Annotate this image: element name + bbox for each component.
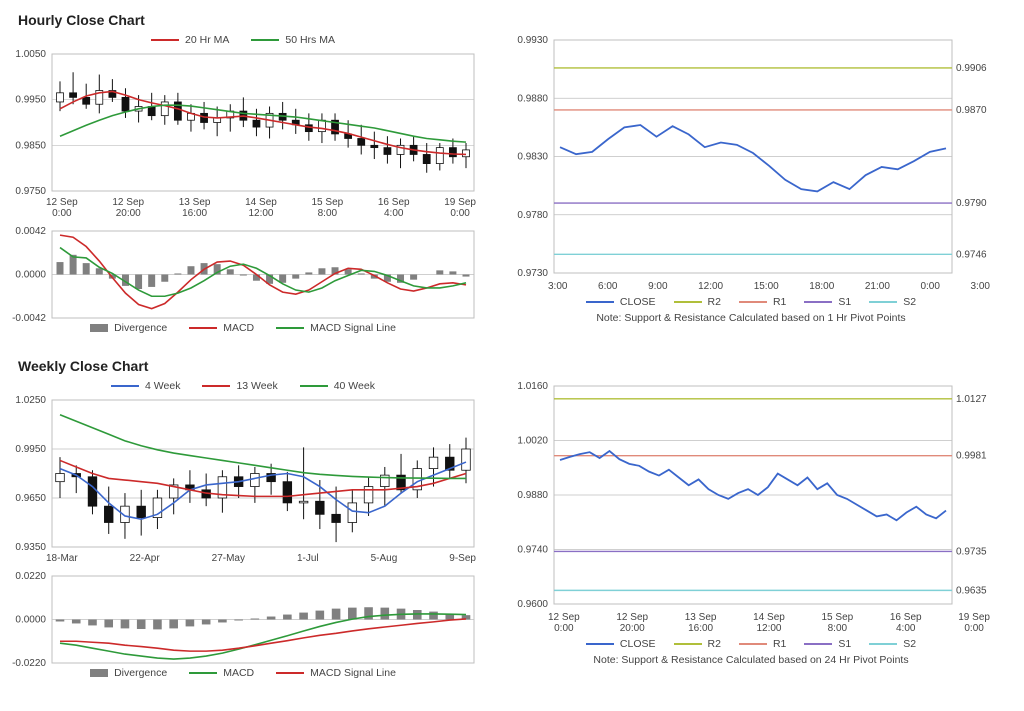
svg-text:0.9650: 0.9650 (15, 493, 46, 504)
legend-label: 4 Week (145, 380, 180, 392)
weekly-sr-chart: 0.9600 0.9740 0.9880 1.0020 1.0160 1.0127 0.99… (506, 380, 996, 610)
legend-label: 13 Week (236, 380, 277, 392)
svg-text:0.0220: 0.0220 (15, 572, 46, 582)
svg-text:0.9930: 0.9930 (517, 35, 548, 46)
svg-text:-0.0220: -0.0220 (12, 658, 46, 667)
svg-text:0.9950: 0.9950 (15, 95, 46, 106)
hourly-sr-legend: CLOSER2R1S1S2 (506, 296, 996, 308)
svg-text:0.9880: 0.9880 (517, 93, 548, 104)
legend-label: 50 Hrs MA (285, 34, 335, 46)
svg-text:0.9830: 0.9830 (517, 152, 548, 163)
hourly-title: Hourly Close Chart (18, 12, 1020, 28)
svg-text:0.9870: 0.9870 (956, 105, 987, 116)
hourly-macd-legend: DivergenceMACDMACD Signal Line (4, 322, 482, 334)
svg-text:0.9880: 0.9880 (517, 490, 548, 501)
svg-text:0.9950: 0.9950 (15, 444, 46, 455)
hourly-sr-xlabels: 3:006:009:0012:0015:0018:0021:000:003:00 (506, 279, 996, 292)
svg-text:0.9740: 0.9740 (517, 545, 548, 556)
svg-text:0.9730: 0.9730 (517, 268, 548, 279)
hourly-section: Hourly Close Chart 20 Hr MA 50 Hrs MA 0.… (4, 12, 1020, 338)
weekly-section: Weekly Close Chart 4 Week 13 Week 40 Wee… (4, 358, 1020, 683)
weekly-sr-legend: CLOSER2R1S1S2 (506, 638, 996, 650)
svg-text:0.9600: 0.9600 (517, 599, 548, 610)
legend-label: 40 Week (334, 380, 375, 392)
svg-text:0.9906: 0.9906 (956, 63, 987, 74)
svg-text:0.0000: 0.0000 (15, 270, 46, 281)
svg-text:0.9735: 0.9735 (956, 546, 987, 557)
weekly-sr-xlabels: 12 Sep0:0012 Sep20:0013 Sep16:0014 Sep12… (506, 610, 996, 634)
svg-text:1.0250: 1.0250 (15, 396, 46, 406)
svg-text:1.0050: 1.0050 (15, 50, 46, 60)
hourly-price-xlabels: 12 Sep0:0012 Sep20:0013 Sep16:0014 Sep12… (4, 195, 482, 219)
weekly-sr-note: Note: Support & Resistance Calculated ba… (506, 654, 996, 666)
svg-text:1.0160: 1.0160 (517, 381, 548, 392)
hourly-sr-chart: 0.9730 0.9780 0.9830 0.9880 0.9930 0.9906 0.98… (506, 34, 996, 279)
hourly-price-chart: 0.9750 0.9850 0.9950 1.0050 (4, 50, 482, 195)
svg-text:0.9750: 0.9750 (15, 186, 46, 195)
svg-text:0.9981: 0.9981 (956, 451, 987, 462)
svg-text:0.9635: 0.9635 (956, 585, 987, 596)
weekly-price-chart: 0.9350 0.9650 0.9950 1.0250 (4, 396, 482, 551)
weekly-macd-chart: -0.0220 0.0000 0.0220 (4, 572, 482, 667)
svg-text:0.9790: 0.9790 (956, 198, 987, 209)
legend-label: 20 Hr MA (185, 34, 229, 46)
weekly-title: Weekly Close Chart (18, 358, 1020, 374)
hourly-price-legend: 20 Hr MA 50 Hrs MA (4, 34, 482, 46)
svg-text:-0.0042: -0.0042 (12, 313, 46, 322)
svg-text:1.0020: 1.0020 (517, 436, 548, 447)
svg-text:1.0127: 1.0127 (956, 394, 987, 405)
weekly-price-legend: 4 Week 13 Week 40 Week (4, 380, 482, 392)
hourly-sr-note: Note: Support & Resistance Calculated ba… (506, 312, 996, 324)
svg-text:0.9746: 0.9746 (956, 249, 987, 260)
weekly-macd-legend: DivergenceMACDMACD Signal Line (4, 667, 482, 679)
svg-text:0.0000: 0.0000 (15, 615, 46, 626)
weekly-price-xlabels: 18-Mar22-Apr27-May1-Jul5-Aug9-Sep (4, 551, 482, 564)
svg-text:0.0042: 0.0042 (15, 227, 46, 237)
hourly-macd-chart: -0.0042 0.0000 0.0042 (4, 227, 482, 322)
svg-text:0.9350: 0.9350 (15, 542, 46, 551)
svg-text:0.9780: 0.9780 (517, 210, 548, 221)
svg-text:0.9850: 0.9850 (15, 140, 46, 151)
